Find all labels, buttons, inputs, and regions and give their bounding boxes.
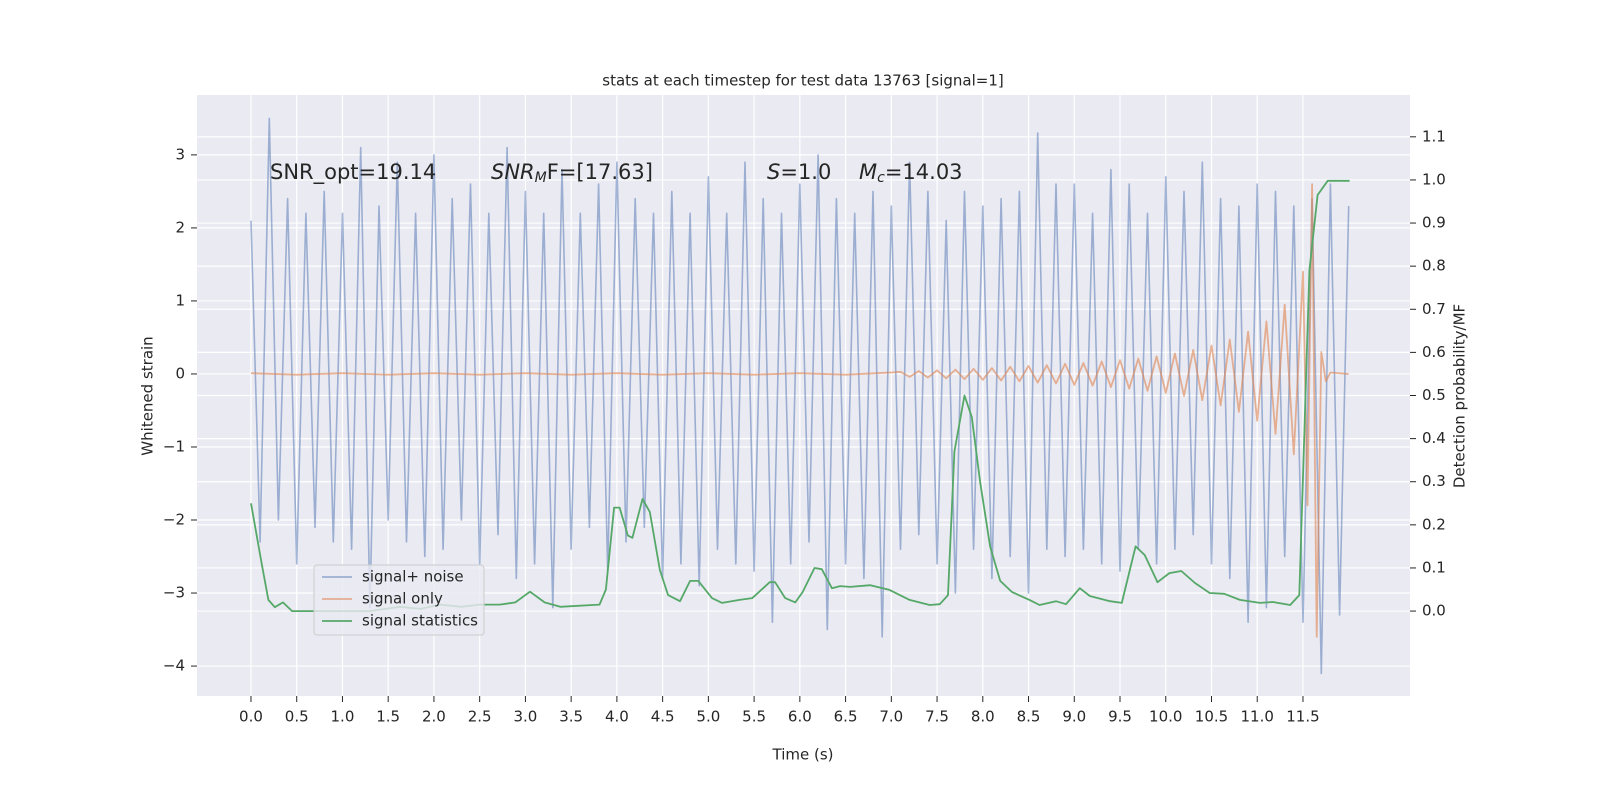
x-tick-label: 9.0 xyxy=(1062,708,1086,726)
x-tick-label: 5.0 xyxy=(696,708,720,726)
annotation: S=1.0 xyxy=(767,160,831,184)
x-tick-label: 2.5 xyxy=(468,708,492,726)
y2-tick-label: 0.0 xyxy=(1422,602,1446,620)
y2-tick-label: 1.1 xyxy=(1422,127,1446,145)
x-tick-label: 2.0 xyxy=(422,708,446,726)
y2-tick-label: 0.9 xyxy=(1422,214,1446,232)
annotation: SNR_opt=19.14 xyxy=(270,160,436,185)
marks xyxy=(250,117,1350,675)
x-tick-label: 7.5 xyxy=(925,708,949,726)
x-tick-label: 0.0 xyxy=(239,708,263,726)
x-tick-label: 7.0 xyxy=(879,708,903,726)
annotation-symbol: SNR xyxy=(491,160,535,184)
series-line xyxy=(250,179,1350,612)
y-tick-label: 3 xyxy=(175,145,185,163)
y-tick-label: 0 xyxy=(175,364,185,382)
y-tick-label: 1 xyxy=(175,291,185,309)
y2-tick-label: 0.2 xyxy=(1422,515,1446,533)
y-axis-label: Whitened strain xyxy=(139,336,157,455)
annotation-text: SNR_opt=19.14 xyxy=(270,160,436,185)
legend-label: signal+ noise xyxy=(362,568,464,586)
annotation-text: =1.0 xyxy=(780,160,831,184)
annotation: Mc=14.03 xyxy=(859,160,963,186)
x-tick-label: 0.5 xyxy=(285,708,309,726)
x-tick-label: 11.0 xyxy=(1241,708,1274,726)
y-tick-label: −3 xyxy=(163,584,185,602)
y2-axis-label: Detection probability/MF xyxy=(1451,304,1469,488)
legend-box xyxy=(313,564,485,636)
y2-tick-label: 0.6 xyxy=(1422,343,1446,361)
x-tick-label: 5.5 xyxy=(742,708,766,726)
annotation: SNRMF=[17.63] xyxy=(491,160,653,186)
y-tick-label: 2 xyxy=(175,218,185,236)
y2-tick-label: 0.3 xyxy=(1422,472,1446,490)
x-tick-label: 4.0 xyxy=(605,708,629,726)
y2-tick-label: 0.1 xyxy=(1422,558,1446,576)
x-tick-label: 1.5 xyxy=(376,708,400,726)
x-tick-label: 8.0 xyxy=(971,708,995,726)
annotation-text: F=[17.63] xyxy=(547,160,653,184)
y2-tick-label: 0.5 xyxy=(1422,386,1446,404)
legend-label: signal only xyxy=(362,590,443,608)
x-tick-label: 1.0 xyxy=(331,708,355,726)
x-tick-label: 10.5 xyxy=(1195,708,1228,726)
y2-tick-label: 0.4 xyxy=(1422,429,1446,447)
y2-tick-label: 0.7 xyxy=(1422,300,1446,318)
annotation-symbol: S xyxy=(767,160,780,184)
legend-label: signal statistics xyxy=(362,612,478,630)
chart-title: stats at each timestep for test data 137… xyxy=(602,72,1003,90)
annotation-subscript: c xyxy=(877,170,885,186)
x-tick-label: 9.5 xyxy=(1108,708,1132,726)
annotation-symbol: M xyxy=(859,160,877,184)
x-tick-label: 10.0 xyxy=(1149,708,1182,726)
series-line xyxy=(250,183,1349,638)
y-tick-label: −4 xyxy=(163,657,185,675)
x-tick-label: 3.0 xyxy=(513,708,537,726)
y2-tick-label: 1.0 xyxy=(1422,170,1446,188)
x-tick-label: 8.5 xyxy=(1017,708,1041,726)
series-line xyxy=(250,117,1350,675)
legend: signal+ noise signal only signal statistic… xyxy=(313,564,485,636)
x-tick-label: 4.5 xyxy=(651,708,675,726)
x-tick-label: 11.5 xyxy=(1286,708,1319,726)
y-tick-label: −1 xyxy=(163,437,185,455)
x-tick-label: 6.0 xyxy=(788,708,812,726)
x-axis-label: Time (s) xyxy=(772,746,834,764)
y2-tick-label: 0.8 xyxy=(1422,257,1446,275)
labels: stats at each timestep for test data 137… xyxy=(139,72,1469,764)
x-tick-label: 6.5 xyxy=(834,708,858,726)
x-tick-label: 3.5 xyxy=(559,708,583,726)
annotation-text: =14.03 xyxy=(885,160,963,184)
y-tick-label: −2 xyxy=(163,511,185,529)
annotation-subscript: M xyxy=(535,170,547,186)
